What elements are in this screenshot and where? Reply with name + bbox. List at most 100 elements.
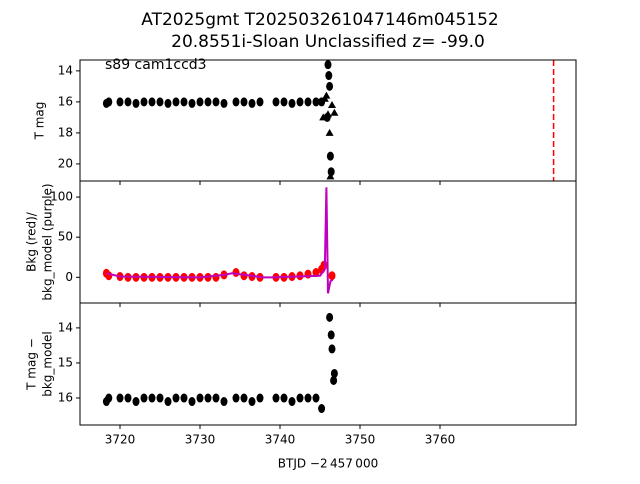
point [148,97,156,107]
point [172,97,180,107]
point [328,271,336,281]
annotation: s89 cam1ccd3 [105,57,207,73]
point [325,71,333,81]
point [232,393,240,403]
point [116,97,124,107]
point [156,97,164,107]
point [240,97,248,107]
point [212,272,220,282]
point [304,97,312,107]
point [116,393,124,403]
x-tick-label: 3720 [105,433,136,447]
triangle-point [322,91,331,99]
y-tick-label: 16 [58,94,73,108]
y-tick-label: 14 [58,320,73,334]
point [248,397,256,407]
point [318,404,326,414]
x-tick-label: 3760 [425,433,456,447]
point [212,393,220,403]
point [140,97,148,107]
point [232,97,240,107]
point [330,368,338,378]
point [204,393,212,403]
point [196,393,204,403]
point [164,98,172,108]
x-axis-label: BTJD −2 457 000 [278,457,378,471]
title-line: AT2025gmt T202503261047146m045152 [141,10,498,30]
point [164,397,172,407]
point [180,97,188,107]
point [124,97,132,107]
point [148,393,156,403]
y-axis-label: T mag − [25,338,39,391]
x-tick-label: 3750 [345,433,376,447]
point [327,167,335,177]
y-axis-label: bkg_model (purple) [41,183,55,300]
point [326,151,334,161]
point [105,97,113,107]
y-tick-label: 100 [50,190,73,204]
point [304,393,312,403]
point [240,393,248,403]
point [328,344,336,354]
point [220,98,228,108]
point [204,97,212,107]
point [140,393,148,403]
triangle-point [325,128,334,136]
triangle-point [326,172,335,180]
point [312,268,320,277]
point [324,60,332,70]
y-axis-label: Bkg (red)/ [25,211,39,272]
point [312,97,320,107]
point [312,393,320,403]
y-axis-label: bkg_model [41,331,55,397]
point [132,397,140,407]
y-axis-label: T mag [33,102,47,141]
point [327,330,335,340]
model-line [106,187,334,294]
triangle-point [330,108,339,116]
point [220,397,228,407]
point [280,97,288,107]
y-tick-label: 0 [65,270,73,284]
point [105,271,113,281]
point [212,97,220,107]
point [296,393,304,403]
point [248,98,256,108]
point [256,393,264,403]
point [188,98,196,108]
point [296,97,304,107]
panel-frame [79,302,577,426]
point [132,98,140,108]
point [188,397,196,407]
point [196,97,204,107]
point [280,393,288,403]
title-line: 20.8551i-Sloan Unclassified z= -99.0 [171,32,485,52]
point [330,375,338,385]
point [272,393,280,403]
point [304,269,312,279]
point [326,81,334,91]
triangle-point [319,113,328,121]
y-tick-label: 14 [58,63,73,77]
y-tick-label: 18 [58,125,73,139]
triangle-point [324,110,332,118]
y-tick-label: 50 [58,230,73,244]
point [256,97,264,107]
point [288,98,296,108]
y-tick-label: 16 [58,391,73,405]
point [105,393,113,403]
point [124,393,132,403]
y-tick-label: 15 [58,355,73,369]
triangle-point [328,100,336,108]
point [272,97,280,107]
point [326,312,334,322]
point [156,393,164,403]
point [288,397,296,407]
x-tick-label: 3730 [185,433,216,447]
y-tick-label: 20 [58,156,73,170]
point [172,393,180,403]
point [180,393,188,403]
x-tick-label: 3740 [265,433,296,447]
